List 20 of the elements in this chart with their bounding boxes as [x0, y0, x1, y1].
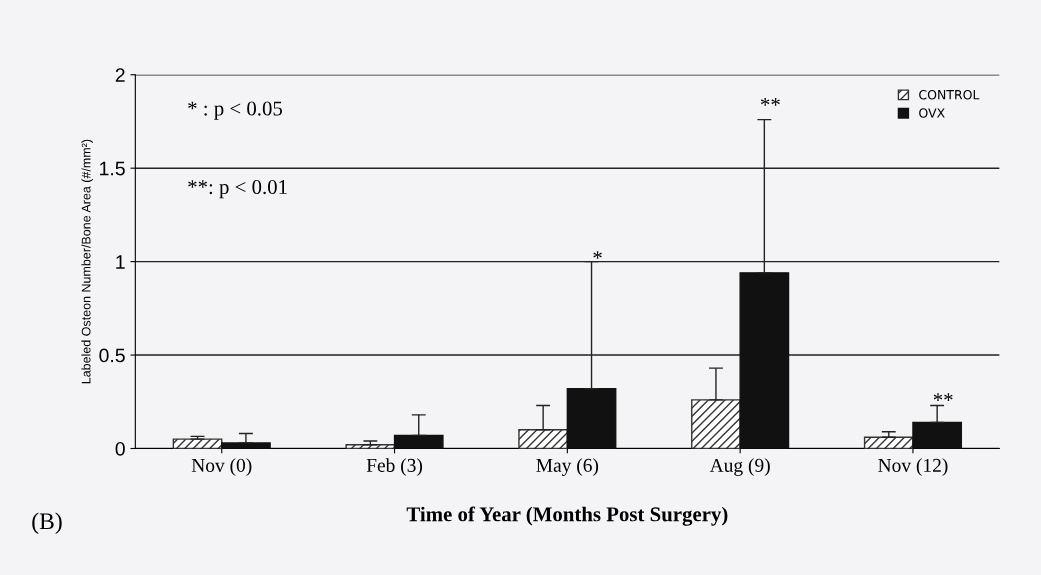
y-tick-label: 0	[115, 441, 125, 456]
x-axis-title: Time of Year (Months Post Surgery)	[406, 506, 728, 526]
y-tick-label: 0.5	[99, 348, 125, 363]
y-tick-label: 1.5	[100, 161, 125, 176]
annotation: **	[760, 97, 780, 106]
x-tick-label: Nov (0)	[191, 458, 252, 476]
legend-label: CONTROL	[919, 89, 980, 100]
annotation: *	[593, 251, 602, 259]
x-tick-label: Nov (12)	[878, 458, 948, 476]
annotation: **	[933, 393, 953, 401]
x-tick-label: Feb (3)	[366, 458, 423, 476]
x-tick-label: Aug (9)	[709, 458, 770, 476]
y-axis-title: Labeled Osteon Number/Bone Area (#/mm²)	[81, 139, 94, 384]
annotation: * : p < 0.05	[188, 101, 283, 120]
legend-label: OVX	[919, 108, 945, 118]
text: (B)	[32, 512, 62, 535]
y-tick-label: 1	[116, 255, 125, 269]
annotation: **: p < 0.01	[188, 180, 287, 199]
x-tick-label: May (6)	[536, 458, 599, 476]
y-tick-label: 2	[115, 68, 125, 82]
